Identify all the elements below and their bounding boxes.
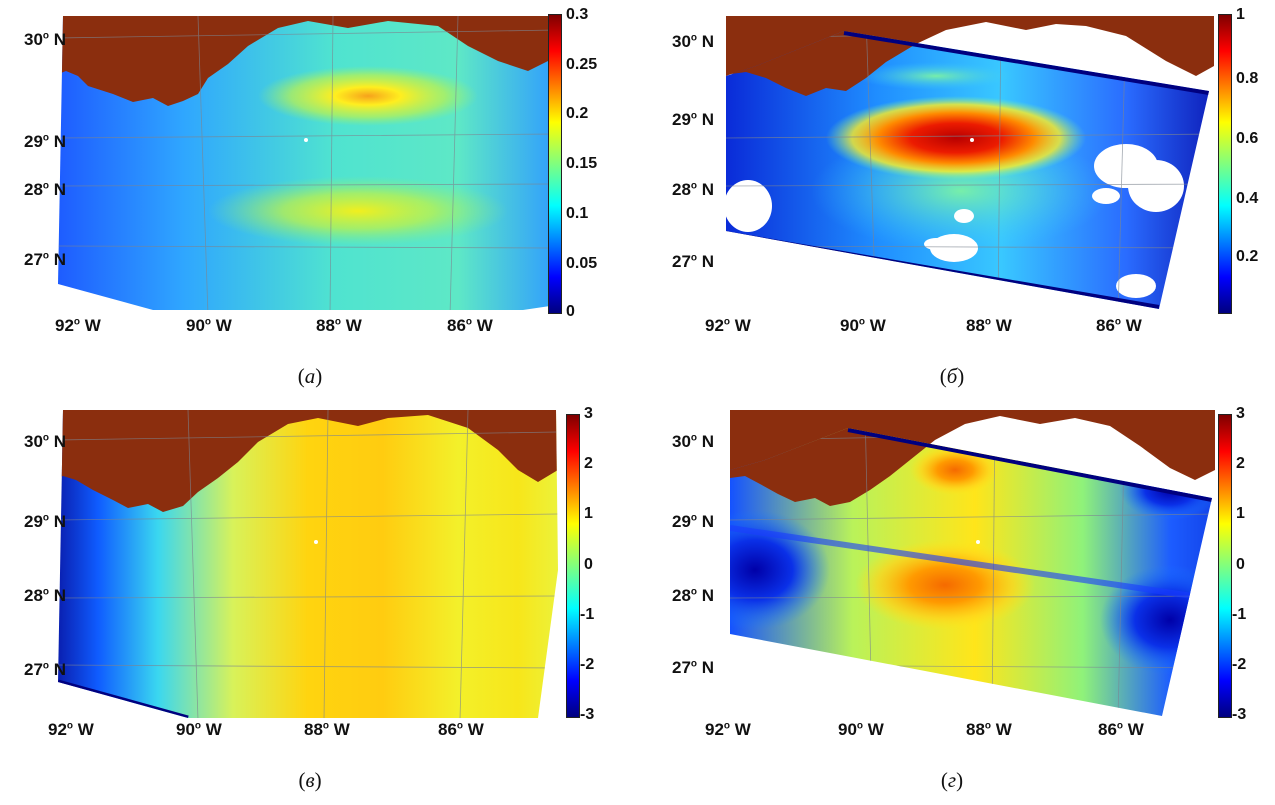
panel-caption: (в) bbox=[298, 768, 322, 792]
map-a bbox=[58, 16, 550, 310]
colorbar-tick: 0.05 bbox=[566, 255, 598, 272]
hotspot bbox=[855, 540, 1035, 630]
lat-label: 28o N bbox=[672, 180, 715, 199]
colorbar bbox=[1218, 414, 1232, 718]
lon-label: 88o W bbox=[316, 316, 362, 335]
swath-edge bbox=[843, 31, 1209, 95]
lat-label: 27o N bbox=[672, 252, 715, 271]
lon-label: 86o W bbox=[1096, 316, 1142, 335]
colorbar-tick: 2 bbox=[1236, 455, 1245, 472]
station-marker bbox=[970, 138, 974, 142]
swath-edge bbox=[847, 428, 1212, 502]
colorbar-tick: 0 bbox=[584, 556, 593, 573]
panel-caption: (б) bbox=[939, 364, 965, 388]
lon-label: 92o W bbox=[55, 316, 101, 335]
colorbar-tick: 0.6 bbox=[1236, 130, 1259, 147]
lon-label: 90o W bbox=[176, 720, 222, 739]
colorbar-tick: -2 bbox=[1232, 656, 1247, 673]
graticule bbox=[58, 410, 558, 718]
station-marker bbox=[314, 540, 318, 544]
lon-label: 90o W bbox=[840, 316, 886, 335]
colorbar-tick: 0.8 bbox=[1236, 70, 1259, 87]
colorbar-tick: 0.2 bbox=[566, 105, 589, 122]
colorbar-tick: -3 bbox=[580, 706, 595, 723]
land-mass bbox=[730, 428, 1212, 506]
lon-label: 88o W bbox=[966, 316, 1012, 335]
lat-label: 29o N bbox=[672, 110, 715, 129]
colorbar-tick: 1 bbox=[584, 505, 593, 522]
map-d bbox=[730, 410, 1215, 716]
lat-label: 28o N bbox=[24, 180, 67, 199]
hotspot bbox=[826, 96, 1086, 180]
colorbar-tick: 2 bbox=[584, 455, 593, 472]
lat-label: 30o N bbox=[24, 432, 67, 451]
lon-label: 88o W bbox=[304, 720, 350, 739]
lat-label: 28o N bbox=[24, 586, 67, 605]
lat-label: 29o N bbox=[24, 132, 67, 151]
lat-label: 27o N bbox=[672, 658, 715, 677]
lon-label: 92o W bbox=[48, 720, 94, 739]
lon-label: 88o W bbox=[966, 720, 1012, 739]
lat-label: 30o N bbox=[672, 432, 715, 451]
lon-label: 86o W bbox=[438, 720, 484, 739]
colorbar-tick: 0 bbox=[566, 303, 575, 320]
lat-label: 27o N bbox=[24, 660, 67, 679]
colorbar-tick: 0.15 bbox=[566, 155, 598, 172]
map-c bbox=[58, 410, 558, 718]
colorbar-tick: 3 bbox=[1236, 405, 1245, 422]
lat-label: 28o N bbox=[672, 586, 715, 605]
lon-label: 86o W bbox=[1098, 720, 1144, 739]
graticule bbox=[58, 16, 550, 310]
panel-caption: (г) bbox=[940, 768, 964, 792]
lon-label: 92o W bbox=[705, 720, 751, 739]
colorbar-tick: 0.3 bbox=[566, 6, 589, 23]
lon-label: 90o W bbox=[838, 720, 884, 739]
colorbar-tick: -1 bbox=[1232, 606, 1247, 623]
cloud-mask bbox=[726, 144, 1184, 298]
colorbar bbox=[1218, 14, 1232, 314]
lon-label: 90o W bbox=[186, 316, 232, 335]
swath-seam bbox=[730, 525, 1212, 603]
lat-label: 30o N bbox=[672, 32, 715, 51]
map-b bbox=[726, 16, 1214, 309]
colorbar-tick: 3 bbox=[584, 405, 593, 422]
hotspot bbox=[910, 445, 1000, 495]
station-marker bbox=[976, 540, 980, 544]
lon-label: 92o W bbox=[705, 316, 751, 335]
colorbar-tick: -1 bbox=[580, 606, 595, 623]
lat-label: 27o N bbox=[24, 250, 67, 269]
land-mass bbox=[58, 16, 548, 106]
hotspot bbox=[856, 62, 1016, 90]
lat-label: 29o N bbox=[24, 512, 67, 531]
colorbar-tick: 0.25 bbox=[566, 56, 598, 73]
colorbar-tick: 0.4 bbox=[1236, 190, 1259, 207]
colorbar-tick: 0.2 bbox=[1236, 248, 1259, 265]
land-mass bbox=[58, 410, 558, 512]
hotspot bbox=[258, 66, 478, 126]
lat-label: 30o N bbox=[24, 30, 67, 49]
station-marker bbox=[304, 138, 308, 142]
colorbar-tick: 1 bbox=[1236, 505, 1245, 522]
colorbar-tick: 0.1 bbox=[566, 205, 589, 222]
colorbar bbox=[566, 414, 580, 718]
lat-label: 29o N bbox=[672, 512, 715, 531]
colorbar-tick: -2 bbox=[580, 656, 595, 673]
colorbar bbox=[548, 14, 562, 314]
hotspot bbox=[208, 176, 508, 246]
colorbar-tick: 0 bbox=[1236, 556, 1245, 573]
colorbar-tick: -3 bbox=[1232, 706, 1247, 723]
lon-label: 86o W bbox=[447, 316, 493, 335]
colorbar-tick: 1 bbox=[1236, 6, 1245, 23]
panel-caption: (а) bbox=[297, 364, 323, 388]
